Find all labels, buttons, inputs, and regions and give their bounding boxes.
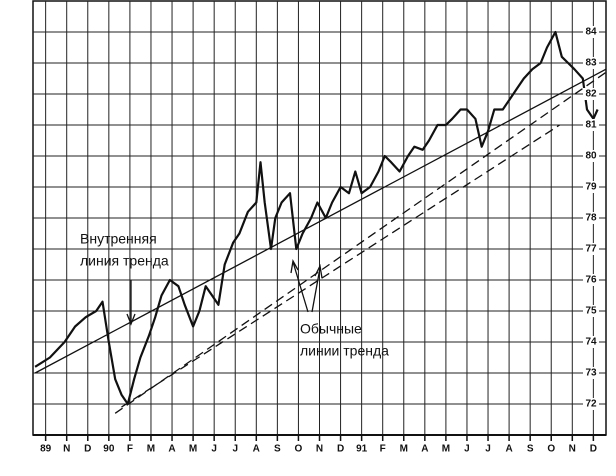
grid xyxy=(33,1,606,435)
y-tick-label: 81 xyxy=(585,120,597,131)
x-tick-label: O xyxy=(547,444,555,455)
y-tick-label: 74 xyxy=(585,337,597,348)
tick-label-bg xyxy=(583,119,599,131)
annotation: Обычные xyxy=(300,321,362,337)
x-tick-label: A xyxy=(168,444,175,455)
x-tick-label: 89 xyxy=(40,444,52,455)
x-tick-label: O xyxy=(295,444,303,455)
trend-line xyxy=(121,124,561,408)
y-tick-label: 73 xyxy=(585,368,597,379)
x-tick-label: D xyxy=(84,444,91,455)
tick-label-bg xyxy=(583,274,599,286)
tick-label-bg xyxy=(583,26,599,38)
annotation: Внутренняя xyxy=(80,231,157,247)
price-line xyxy=(34,30,599,406)
arrow xyxy=(126,280,136,326)
y-tick-label: 72 xyxy=(585,399,597,410)
x-tick-label: M xyxy=(147,444,155,455)
x-tick-label: A xyxy=(253,444,260,455)
annotation: линия тренда xyxy=(80,253,169,269)
x-tick-label: 91 xyxy=(356,444,368,455)
y-tick-label: 84 xyxy=(585,27,597,38)
y-tick-label: 78 xyxy=(585,213,597,224)
x-tick-label: F xyxy=(380,444,386,455)
x-tick-label: J xyxy=(232,444,238,455)
annotation: линии тренда xyxy=(300,343,389,359)
tick-label-bg xyxy=(583,367,599,379)
y-tick-label: 82 xyxy=(585,89,597,100)
x-tick-label: J xyxy=(211,444,217,455)
x-tick-label: N xyxy=(63,444,70,455)
tick-label-bg xyxy=(583,212,599,224)
x-tick-label: J xyxy=(464,444,470,455)
tick-label-bg xyxy=(583,398,599,410)
trend-line xyxy=(34,68,607,374)
trend-line xyxy=(114,71,607,414)
tick-label-bg xyxy=(583,88,599,100)
x-tick-label: M xyxy=(442,444,450,455)
x-tick-label: J xyxy=(485,444,491,455)
x-tick-label: M xyxy=(189,444,197,455)
x-tick-label: S xyxy=(274,444,281,455)
x-tick-label: A xyxy=(505,444,512,455)
x-tick-label: D xyxy=(590,444,597,455)
tick-label-bg xyxy=(583,181,599,193)
tick-label-bg xyxy=(583,305,599,317)
x-tick-label: 90 xyxy=(103,444,115,455)
x-tick-label: N xyxy=(569,444,576,455)
tick-label-bg xyxy=(583,150,599,162)
y-tick-label: 83 xyxy=(585,58,597,69)
x-tick-label: S xyxy=(527,444,534,455)
x-tick-label: D xyxy=(337,444,344,455)
y-tick-label: 80 xyxy=(585,151,597,162)
y-tick-label: 76 xyxy=(585,275,597,286)
arrow xyxy=(290,259,309,313)
x-tick-label: M xyxy=(400,444,408,455)
y-tick-label: 75 xyxy=(585,306,597,317)
x-tick-label: A xyxy=(421,444,428,455)
y-tick-label: 79 xyxy=(585,182,597,193)
tick-label-bg xyxy=(583,57,599,69)
y-tick-label: 77 xyxy=(585,244,597,255)
x-tick-label: N xyxy=(316,444,323,455)
x-tick-label: F xyxy=(127,444,133,455)
tick-label-bg xyxy=(583,336,599,348)
tick-label-bg xyxy=(583,243,599,255)
